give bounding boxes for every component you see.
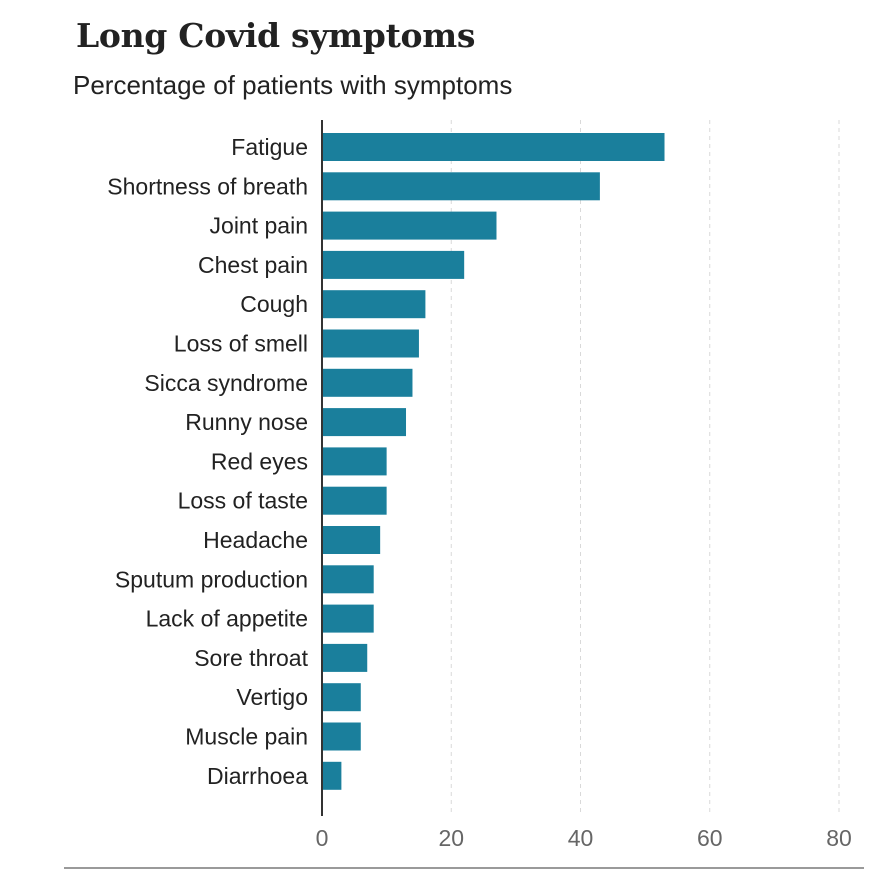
bar	[322, 604, 374, 633]
bar	[322, 290, 426, 319]
x-axis-ticks: 0 20 40 60 80	[316, 825, 852, 851]
bar	[322, 172, 600, 201]
category-label: Chest pain	[198, 252, 308, 278]
category-label: Fatigue	[231, 134, 308, 160]
bar	[322, 722, 361, 751]
bar	[322, 368, 413, 397]
x-tick-label: 0	[316, 825, 329, 851]
footer-divider	[64, 867, 864, 869]
category-label: Lack of appetite	[146, 606, 308, 632]
bar	[322, 683, 361, 712]
category-label: Muscle pain	[185, 724, 308, 750]
category-label: Headache	[203, 527, 308, 553]
category-label: Sputum production	[115, 566, 308, 592]
category-label: Red eyes	[211, 448, 308, 474]
chart-subtitle: Percentage of patients with symptoms	[73, 70, 513, 100]
bar	[322, 486, 387, 515]
category-label: Vertigo	[236, 684, 308, 710]
bar	[322, 250, 465, 279]
category-label: Sicca syndrome	[144, 370, 308, 396]
bar	[322, 329, 419, 358]
x-tick-label: 60	[697, 825, 723, 851]
gridlines	[450, 120, 840, 816]
bar	[322, 526, 381, 554]
bar	[322, 761, 342, 790]
bars	[322, 133, 665, 790]
bar	[322, 447, 387, 476]
category-label: Loss of taste	[178, 488, 308, 514]
category-label: Diarrhoea	[207, 763, 308, 789]
bar	[322, 211, 497, 240]
bar	[322, 133, 665, 161]
x-tick-label: 20	[438, 825, 464, 851]
bar	[322, 643, 368, 672]
chart-title: Long Covid symptoms	[76, 16, 476, 55]
category-label: Sore throat	[194, 645, 308, 671]
category-label: Joint pain	[210, 213, 308, 239]
publisher-logo	[789, 871, 859, 875]
bar	[322, 565, 374, 594]
category-labels: Fatigue Shortness of breath Joint pain Ches…	[107, 134, 308, 789]
category-label: Runny nose	[185, 409, 308, 435]
category-label: Shortness of breath	[107, 173, 308, 199]
x-tick-label: 40	[568, 825, 594, 851]
x-tick-label: 80	[826, 825, 852, 851]
bar	[322, 408, 407, 437]
category-label: Cough	[240, 291, 308, 317]
category-label: Loss of smell	[174, 331, 308, 357]
